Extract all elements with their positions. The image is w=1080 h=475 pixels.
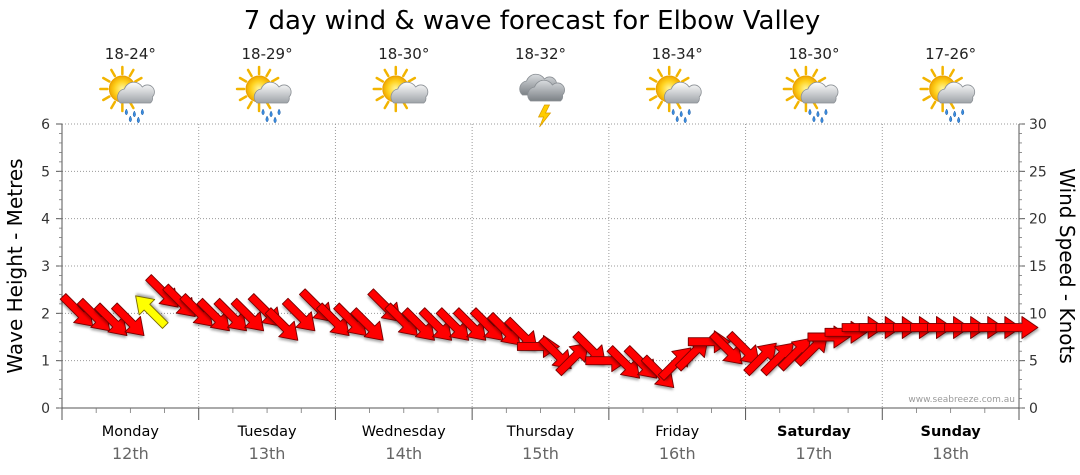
wind-arrow: [264, 307, 299, 341]
sun-cloud-rain-icon: [919, 65, 976, 124]
wind-arrow: [196, 297, 230, 332]
wind-arrow: [281, 297, 316, 332]
wind-arrow: [606, 345, 641, 379]
left-tick-label: 3: [41, 259, 50, 275]
grid-lines: [62, 123, 1019, 408]
right-tick-label: 5: [1029, 354, 1038, 370]
left-tick-label: 1: [41, 354, 50, 370]
rain-drops: [945, 108, 965, 124]
wind-arrow: [93, 302, 128, 336]
wind-arrow: [401, 307, 435, 341]
day-temp-range: 18-30°: [378, 45, 429, 63]
cloud-shape: [800, 81, 839, 104]
day-name: Sunday: [921, 424, 982, 440]
wind-arrow: [350, 307, 384, 341]
day-date: 16th: [659, 444, 696, 463]
day-name: Tuesday: [237, 424, 297, 440]
cloud-shape: [527, 79, 565, 102]
day-name: Friday: [655, 424, 699, 440]
sun-cloud-rain-icon: [235, 65, 292, 124]
wind-arrow: [230, 297, 265, 332]
cloud-shape: [390, 81, 429, 104]
left-tick-label: 4: [41, 212, 50, 228]
day-date: 17th: [796, 444, 833, 463]
wind-arrow: [135, 295, 169, 329]
day-temp-range: 18-30°: [788, 45, 839, 63]
wind-arrow: [435, 307, 470, 341]
left-axis-label: Wave Height - Metres: [3, 158, 27, 373]
cloud-shape: [937, 81, 976, 104]
day-temp-range: 18-29°: [242, 45, 293, 63]
right-axis-ticks: 0 5 10 15 20 25 30: [1019, 117, 1047, 417]
wind-arrow: [555, 342, 589, 377]
day-name: Saturday: [777, 424, 851, 440]
right-tick-label: 20: [1029, 212, 1047, 228]
cloud-shape: [117, 81, 155, 104]
rain-drops: [261, 108, 281, 124]
sun-cloud-rain-icon: [645, 65, 702, 124]
wind-arrow: [111, 302, 145, 336]
cloud-shape: [253, 81, 292, 104]
day-temp-range: 17-26°: [925, 45, 976, 63]
wind-arrow: [726, 330, 760, 365]
rain-drops: [808, 108, 828, 124]
right-axis-label: Wind Speed - Knots: [1055, 168, 1079, 364]
wind-arrow: [418, 307, 453, 341]
right-tick-label: 0: [1029, 401, 1038, 417]
day-temp-range: 18-34°: [652, 45, 703, 63]
day-name: Monday: [102, 424, 160, 440]
cloud-shape: [664, 81, 702, 104]
rain-drops: [671, 108, 691, 124]
right-tick-label: 30: [1029, 117, 1047, 133]
day-date: 13th: [249, 444, 286, 463]
day-date: 15th: [522, 444, 559, 463]
lightning-bolt: [537, 104, 552, 128]
right-tick-label: 15: [1029, 259, 1047, 275]
day-name: Thursday: [506, 424, 575, 440]
wind-arrow: [213, 297, 247, 332]
chart-title: 7 day wind & wave forecast for Elbow Val…: [244, 6, 821, 36]
day-date: 14th: [385, 444, 422, 463]
sun-cloud-icon: [372, 65, 429, 113]
sun-cloud-rain-icon: [782, 65, 839, 124]
wind-arrow: [452, 307, 487, 341]
day-temp-range: 18-32°: [515, 45, 566, 63]
wind-arrows: [59, 274, 1039, 389]
day-date: 18th: [932, 444, 969, 463]
wind-arrow: [316, 302, 350, 336]
left-tick-label: 0: [41, 401, 50, 417]
left-tick-label: 2: [41, 306, 50, 322]
wind-arrow: [743, 342, 777, 377]
right-tick-label: 10: [1029, 306, 1047, 322]
day-date: 12th: [112, 444, 149, 463]
day-temp-range: 18-24°: [105, 45, 156, 63]
day-columns: Monday 12th 18-24° Tuesday 13th 18-29° Wednesd…: [61, 45, 1020, 463]
right-tick-label: 25: [1029, 164, 1047, 180]
rain-drops: [124, 108, 144, 124]
sun-cloud-rain-icon: [99, 65, 155, 124]
thunderstorm-icon: [519, 73, 565, 128]
left-tick-label: 6: [41, 117, 50, 133]
plot-area: [59, 123, 1039, 409]
wind-arrow: [995, 316, 1039, 339]
day-name: Wednesday: [362, 424, 446, 440]
left-tick-label: 5: [41, 164, 50, 180]
left-axis-ticks: 0 1 2 3 4 5 6: [41, 117, 62, 417]
wind-arrow: [709, 330, 743, 365]
weather-icons: [99, 65, 976, 128]
credit-text: www.seabreeze.com.au: [908, 395, 1015, 405]
